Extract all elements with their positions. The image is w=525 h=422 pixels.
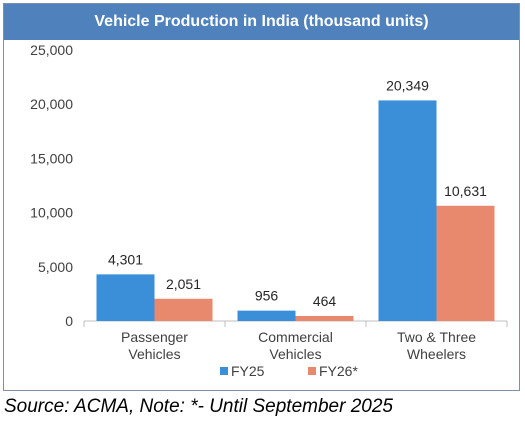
y-tick-label: 5,000 <box>38 259 73 275</box>
y-tick-label: 15,000 <box>30 150 73 166</box>
y-tick-label: 25,000 <box>30 42 73 58</box>
data-label: 464 <box>313 293 337 309</box>
y-tick-label: 0 <box>65 313 73 329</box>
bar-fy25 <box>96 274 155 321</box>
data-label: 10,631 <box>444 183 487 199</box>
chart-title: Vehicle Production in India (thousand un… <box>4 4 519 40</box>
category-label: Commercial Vehicles <box>258 329 333 362</box>
bar-fy25 <box>237 310 296 321</box>
y-tick-label: 20,000 <box>30 96 73 112</box>
legend-swatch <box>308 367 316 375</box>
bar-fy25 <box>378 100 437 321</box>
data-label: 956 <box>255 288 279 304</box>
chart-frame: Vehicle Production in India (thousand un… <box>3 3 520 391</box>
legend-swatch <box>220 367 228 375</box>
data-label: 2,051 <box>166 276 201 292</box>
bar-fy26 <box>154 298 213 321</box>
data-label: 20,349 <box>386 77 429 93</box>
bar-fy26 <box>436 205 495 321</box>
source-note: Source: ACMA, Note: *- Until September 2… <box>4 396 393 417</box>
legend-label: FY25 <box>231 363 265 379</box>
chart-plot: 0 5,000 10,000 15,000 20,000 25,000 4,301 2,051… <box>30 42 508 379</box>
y-tick-label: 10,000 <box>30 205 73 221</box>
bar-fy26 <box>295 315 354 321</box>
legend-label: FY26* <box>319 363 358 379</box>
category-label: Two & Three Wheelers <box>397 329 476 362</box>
category-label: Passenger Vehicles <box>121 329 188 362</box>
data-label: 4,301 <box>108 251 143 267</box>
